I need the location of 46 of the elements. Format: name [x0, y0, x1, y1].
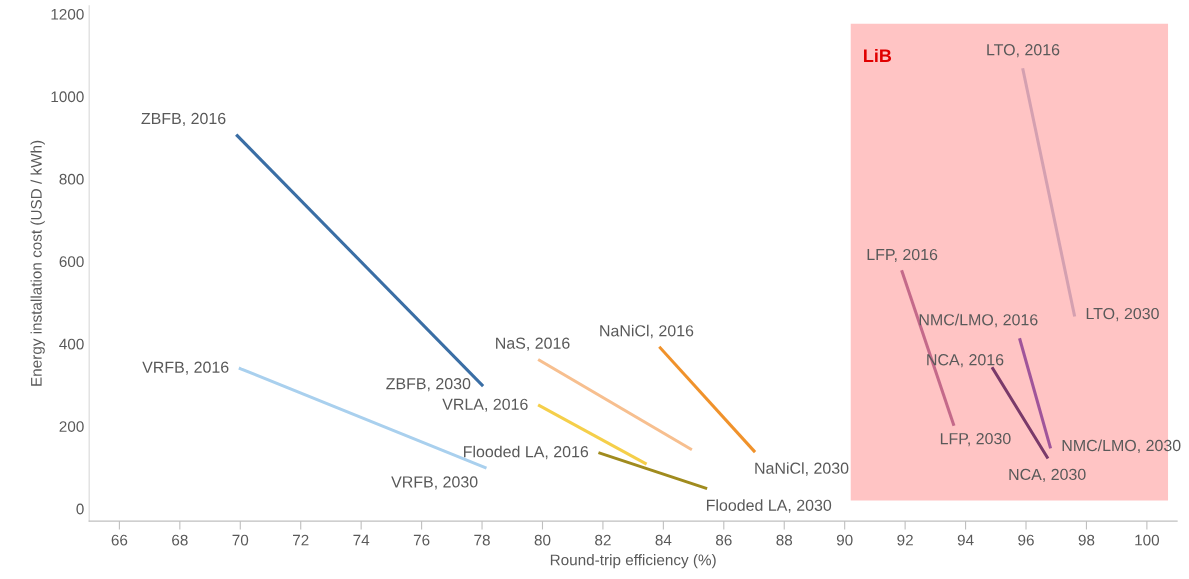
x-tick-label: 94 — [957, 534, 974, 546]
x-tick-label: 88 — [776, 534, 793, 546]
x-tick-label: 82 — [595, 534, 611, 546]
annotation: Flooded LA, 2016 — [464, 445, 589, 460]
annotation: LFP, 2016 — [867, 248, 938, 263]
annotation: NCA, 2016 — [927, 354, 1004, 368]
x-tick-label: 76 — [413, 534, 430, 546]
annotation: LTO, 2030 — [1086, 307, 1159, 322]
x-tick-label: 66 — [111, 534, 128, 546]
x-tick-label: 74 — [353, 534, 370, 546]
x-tick-label: 70 — [232, 534, 249, 546]
annotation: ZBFB, 2016 — [141, 112, 226, 127]
x-tick-label: 84 — [655, 534, 672, 546]
x-tick-label: 80 — [534, 534, 551, 546]
x-tick-label: 68 — [172, 534, 188, 546]
x-tick-label: 72 — [293, 534, 309, 546]
x-tick-label: 92 — [897, 534, 913, 546]
annotation: NaS, 2016 — [496, 337, 570, 351]
x-tick-label: 98 — [1078, 534, 1095, 546]
annotation: LFP, 2030 — [940, 432, 1011, 447]
x-tick-label: 86 — [715, 534, 732, 546]
x-tick-label: 96 — [1018, 534, 1034, 546]
annotation: NaNiCl, 2030 — [755, 462, 849, 476]
annotation: NCA, 2030 — [1009, 468, 1086, 482]
x-tick-label: 78 — [474, 534, 490, 546]
y-tick-label: 1200 — [51, 8, 84, 20]
annotation: Flooded LA, 2030 — [706, 499, 832, 513]
annotation: VRFB, 2030 — [391, 476, 478, 490]
y-tick-label: 1000 — [51, 91, 84, 103]
x-tick-label: 100 — [1135, 534, 1160, 546]
x-tick-label: 90 — [836, 534, 853, 546]
annotation: NaNiCl, 2016 — [600, 324, 694, 339]
annotation: NMC/LMO, 2030 — [1062, 439, 1181, 454]
y-tick-label: 0 — [76, 503, 84, 515]
y-tick-label: 600 — [59, 256, 84, 268]
annotation: VRFB, 2016 — [142, 361, 229, 375]
y-tick-label: 400 — [59, 338, 84, 350]
band-label: LiB — [864, 48, 892, 62]
y-tick-label: 800 — [59, 173, 84, 185]
x-axis-title: Round-trip efficiency (%) — [550, 554, 716, 569]
annotation: LTO, 2016 — [987, 44, 1060, 58]
annotation: ZBFB, 2030 — [386, 378, 471, 392]
y-axis-title: Energy installation cost (USD / kWh) — [30, 140, 45, 386]
annotation: VRLA, 2016 — [442, 398, 528, 412]
y-tick-label: 200 — [59, 421, 84, 432]
annotation: NMC/LMO, 2016 — [919, 313, 1038, 328]
